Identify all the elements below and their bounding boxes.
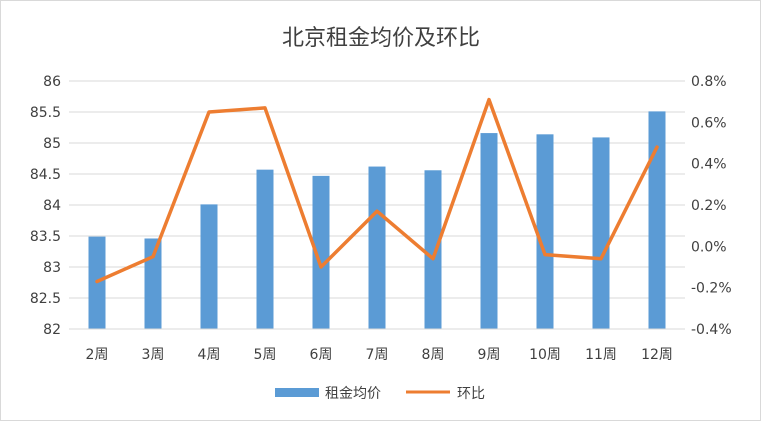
- x-tick-label: 4周: [198, 347, 221, 363]
- left-tick-label: 83.5: [30, 229, 61, 245]
- bar: [368, 166, 386, 329]
- legend-line-label: 环比: [457, 386, 485, 402]
- left-tick-label: 82.5: [30, 291, 61, 307]
- left-tick-label: 84: [43, 198, 61, 214]
- x-tick-label: 8周: [422, 347, 445, 363]
- bar: [256, 169, 274, 329]
- right-tick-label: 0.0%: [691, 239, 727, 255]
- line-point: [431, 257, 435, 261]
- x-tick-label: 2周: [86, 347, 109, 363]
- left-tick-label: 84.5: [30, 167, 61, 183]
- bar-series-rent: [88, 111, 666, 329]
- line-point: [207, 110, 211, 114]
- right-tick-label: 0.2%: [691, 198, 727, 214]
- right-tick-label: 0.4%: [691, 157, 727, 173]
- line-point: [263, 106, 267, 110]
- x-tick-label: 10周: [529, 347, 561, 363]
- bar: [312, 175, 330, 329]
- line-point: [95, 279, 99, 283]
- left-tick-label: 86: [43, 74, 61, 90]
- line-point: [599, 257, 603, 261]
- left-y-axis: 82 82.5 83 83.5 84 84.5 85 85.5 86: [30, 74, 61, 338]
- right-tick-label: -0.2%: [691, 281, 732, 297]
- chart-title: 北京租金均价及环比: [282, 26, 480, 51]
- left-tick-label: 82: [43, 322, 61, 338]
- x-tick-label: 6周: [310, 347, 333, 363]
- line-point: [487, 98, 491, 102]
- line-point: [655, 145, 659, 149]
- line-point: [319, 265, 323, 269]
- x-axis: 2周 3周 4周 5周 6周 7周 8周 9周 10周 11周 12周: [69, 328, 685, 363]
- x-tick-label: 5周: [254, 347, 277, 363]
- bar: [536, 134, 554, 329]
- right-tick-label: 0.6%: [691, 115, 727, 131]
- bar: [592, 137, 610, 329]
- legend-bar-swatch: [275, 388, 319, 397]
- x-tick-label: 9周: [478, 347, 501, 363]
- right-tick-label: 0.8%: [691, 74, 727, 90]
- left-tick-label: 85: [43, 136, 61, 152]
- legend: 租金均价 环比: [275, 386, 485, 402]
- left-tick-label: 85.5: [30, 105, 61, 121]
- line-point: [375, 209, 379, 213]
- line-series-mom: [95, 97, 659, 284]
- left-tick-label: 83: [43, 260, 61, 276]
- x-tick-label: 11周: [585, 347, 617, 363]
- bar: [648, 111, 666, 329]
- right-tick-label: -0.4%: [691, 322, 732, 338]
- bar: [144, 238, 162, 329]
- right-y-axis: -0.4% -0.2% 0.0% 0.2% 0.4% 0.6% 0.8%: [691, 74, 732, 338]
- x-tick-label: 7周: [366, 347, 389, 363]
- line-point: [543, 253, 547, 257]
- bar: [480, 133, 498, 329]
- bar: [200, 204, 218, 329]
- x-tick-label: 12周: [641, 347, 673, 363]
- line-point: [151, 255, 155, 259]
- x-tick-label: 3周: [142, 347, 165, 363]
- legend-bar-label: 租金均价: [325, 386, 381, 402]
- bar: [424, 170, 442, 329]
